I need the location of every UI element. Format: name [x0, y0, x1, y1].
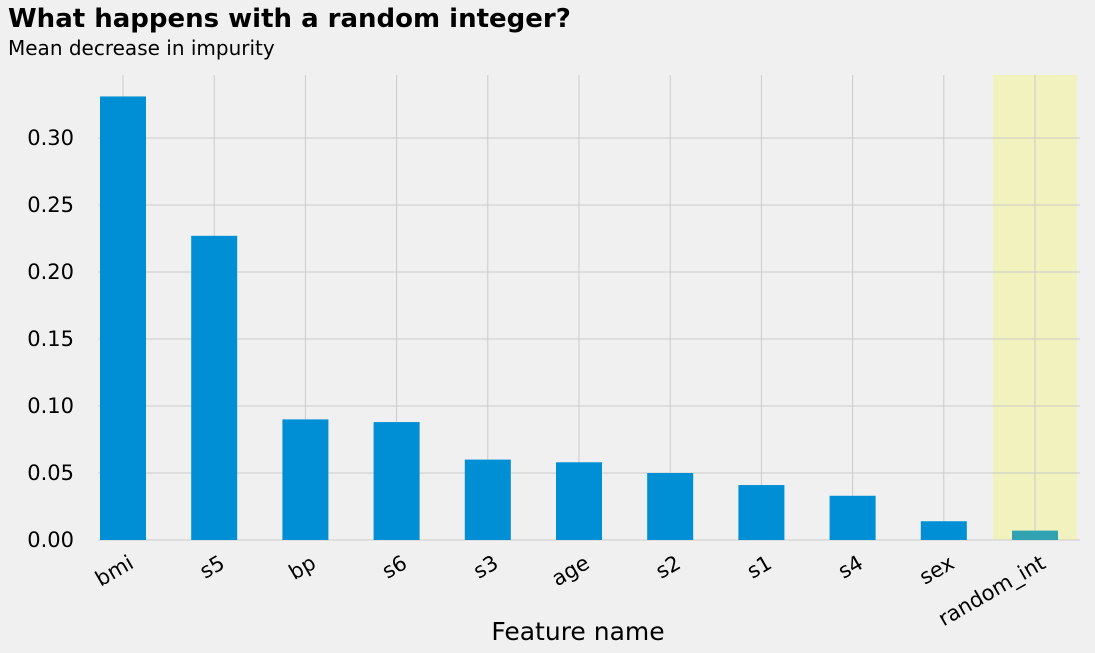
y-tick-label: 0.05 [27, 461, 74, 485]
x-tick-label-s3: s3 [469, 551, 502, 584]
bar-bmi [100, 96, 146, 541]
x-tick-label-age: age [548, 551, 594, 591]
bar-s2 [647, 472, 694, 540]
x-tick-label-bmi: bmi [91, 551, 137, 592]
y-tick-label: 0.25 [27, 193, 74, 217]
chart-title: What happens with a random integer? [8, 4, 571, 34]
bar-s3 [464, 459, 511, 540]
x-tick-label-s5: s5 [196, 551, 229, 584]
x-tick-label-s4: s4 [834, 551, 867, 584]
bar-s1 [738, 485, 785, 540]
x-tick-label-s1: s1 [743, 551, 776, 584]
x-tick-label-s6: s6 [378, 551, 411, 584]
y-tick-label: 0.10 [27, 394, 74, 418]
bar-random_int [1012, 530, 1058, 540]
bar-s6 [373, 422, 420, 540]
x-axis-label: Feature name [491, 617, 664, 646]
chart-subtitle: Mean decrease in impurity [8, 36, 275, 60]
x-tick-label-bp: bp [285, 551, 320, 585]
y-tick-label: 0.30 [27, 126, 74, 150]
bar-bp [282, 419, 329, 540]
bar-s5 [191, 235, 238, 540]
bar-age [556, 462, 602, 540]
plot-area: 0.00 0.05 0.10 0.15 0.20 0.25 0.30 bmi s5 bp s6 s3 a… [27, 75, 1080, 632]
bar-sex [920, 521, 967, 540]
bar-s4 [829, 495, 876, 540]
x-tick-label-s2: s2 [652, 551, 685, 584]
y-tick-label: 0.00 [27, 528, 74, 552]
y-tick-label: 0.15 [27, 327, 74, 351]
y-tick-label: 0.20 [27, 260, 74, 284]
x-tick-label-sex: sex [915, 551, 958, 590]
